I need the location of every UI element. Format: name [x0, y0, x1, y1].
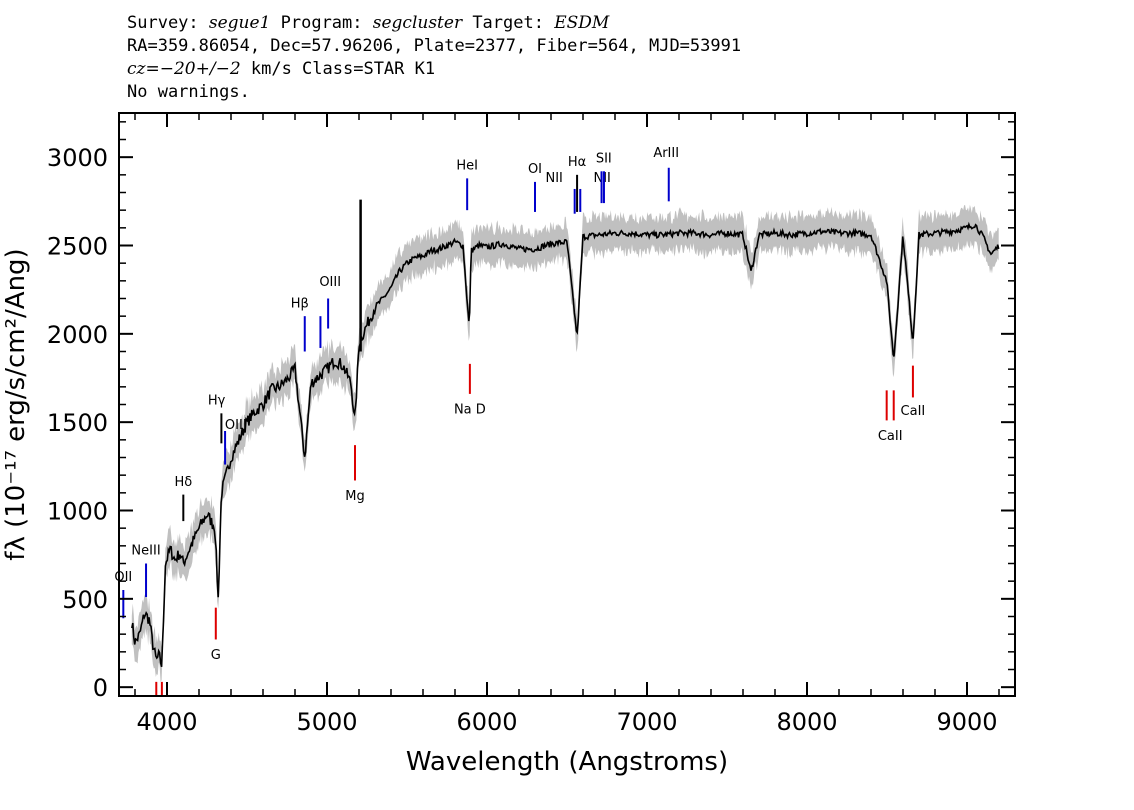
x-tick-label: 6000 — [456, 708, 517, 736]
spectral-line-label: ArIII — [653, 146, 679, 161]
spectrum-header: Survey: segue1 Program: segcluster Targe… — [127, 12, 1027, 104]
spectral-line-label: Hα — [568, 155, 586, 170]
spectral-line-label: Mg — [345, 489, 364, 504]
y-axis-label: fλ (10⁻¹⁷ erg/s/cm²/Ang) — [1, 248, 31, 560]
header-line-warnings: No warnings. — [127, 82, 250, 102]
spectral-line-label: OII — [114, 570, 132, 585]
program-label: Program: — [270, 13, 373, 33]
y-tick-label: 3000 — [47, 144, 108, 172]
spectral-line-label: NeIII — [131, 544, 160, 559]
spectral-line-label: HeI — [456, 159, 478, 174]
survey-value: segue1 — [208, 13, 271, 33]
x-axis-label: Wavelength (Angstroms) — [406, 747, 728, 777]
x-tick-label: 4000 — [136, 708, 197, 736]
y-tick-label: 500 — [62, 586, 108, 614]
header-line-coordinates: RA=359.86054, Dec=57.96206, Plate=2377, … — [127, 36, 742, 56]
class-text: km/s Class=STAR K1 — [240, 59, 436, 79]
spectral-line-label: Hδ — [174, 475, 192, 490]
flux-line — [131, 221, 1000, 667]
x-tick-label: 5000 — [296, 708, 357, 736]
y-tick-label: 1500 — [47, 409, 108, 437]
x-tick-label: 7000 — [616, 708, 677, 736]
target-label: Target: — [462, 13, 555, 33]
spectral-line-label: G — [211, 648, 221, 663]
x-tick-label: 9000 — [936, 708, 997, 736]
spectral-line-label: Na D — [454, 402, 486, 417]
header-line-survey: Survey: segue1 Program: segcluster Targe… — [127, 12, 1027, 35]
y-tick-label: 1000 — [47, 498, 108, 526]
cz-value: =−20+/−2 — [145, 59, 241, 79]
spectral-line-label: NII — [545, 171, 562, 186]
program-value: segcluster — [372, 13, 463, 33]
cz-label: cz — [127, 59, 146, 79]
header-line-redshift: cz=−20+/−2 km/s Class=STAR K1 — [127, 58, 1027, 81]
spectral-line-label: CaII — [901, 404, 926, 419]
target-value: ESDM — [554, 13, 610, 33]
spectral-line-label: Hγ — [208, 394, 226, 409]
survey-label: Survey: — [127, 13, 209, 33]
y-tick-label: 0 — [93, 674, 108, 702]
spectral-line-label: Hβ — [291, 296, 309, 311]
spectral-line-label: OIII — [319, 275, 341, 290]
spectral-line-label: SII — [596, 151, 612, 166]
y-tick-label: 2500 — [47, 233, 108, 261]
spectral-line-label: OIII — [225, 418, 247, 433]
spectral-line-label: OI — [528, 162, 542, 177]
spectral-line-label: CaII — [878, 429, 903, 444]
error-band — [131, 204, 999, 683]
y-tick-label: 2000 — [47, 321, 108, 349]
x-tick-label: 8000 — [776, 708, 837, 736]
